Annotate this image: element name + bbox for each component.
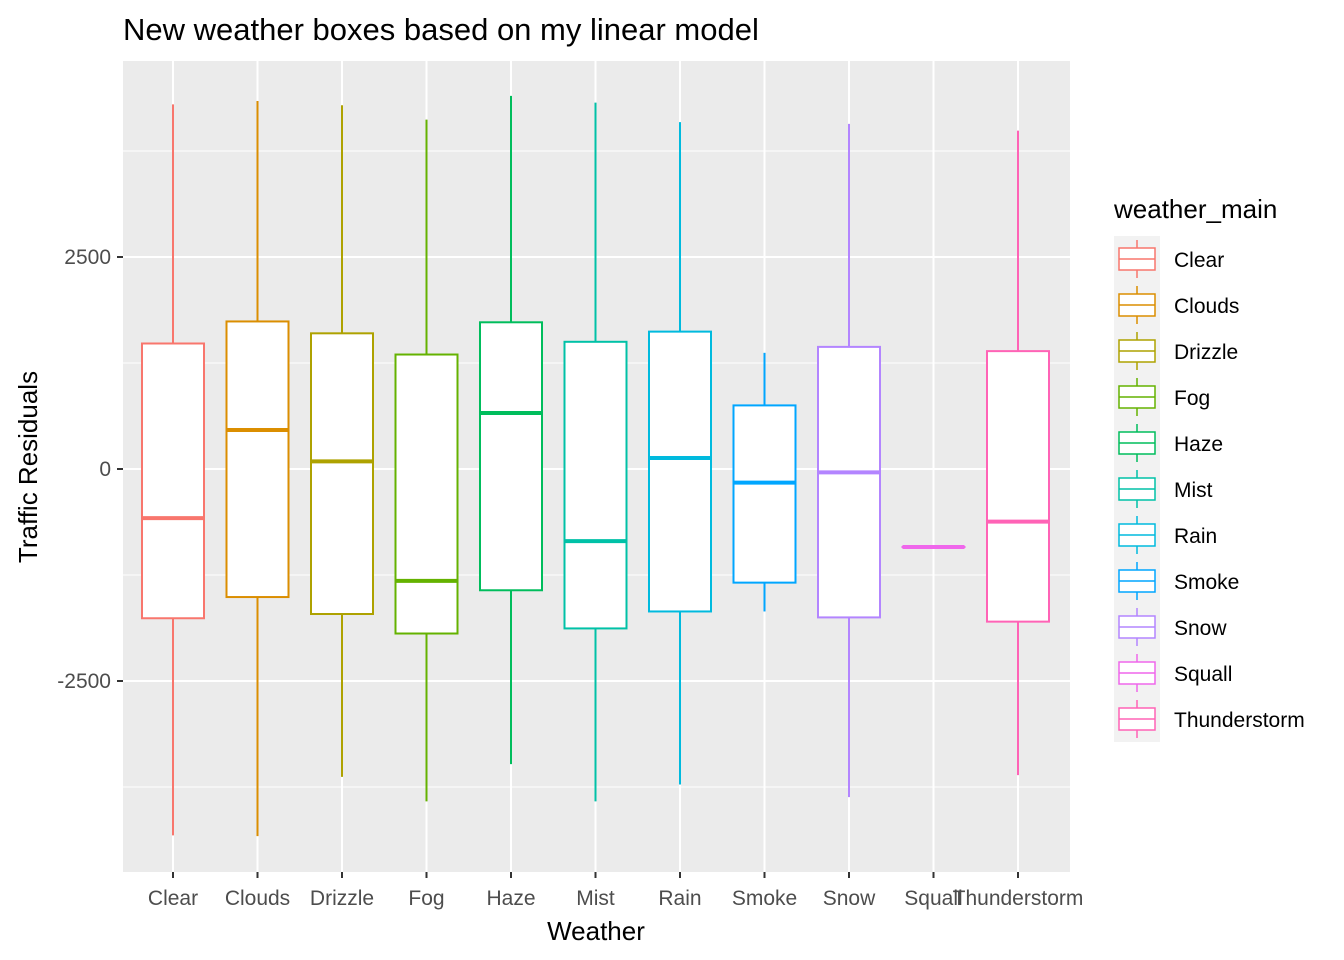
legend-label: Fog: [1174, 387, 1210, 410]
x-tick-label: Squall: [904, 887, 962, 910]
legend-label: Clouds: [1174, 295, 1239, 318]
legend-item-clear: Clear: [1118, 240, 1224, 278]
y-axis: -2500 0 2500: [57, 246, 123, 693]
box-thunderstorm: [986, 130, 1050, 776]
legend: weather_main Clear Clouds Drizzle Fog Haze Mi…: [1113, 194, 1305, 742]
legend-item-thunderstorm: Thunderstorm: [1118, 700, 1305, 738]
legend-label: Thunderstorm: [1174, 709, 1305, 732]
legend-item-rain: Rain: [1118, 516, 1217, 554]
x-axis: Clear Clouds Drizzle Fog Haze Mist Rain Smoke Sn…: [148, 872, 1083, 910]
x-tick-label: Clouds: [225, 887, 290, 910]
box-clouds: [225, 100, 290, 837]
x-tick-label: Drizzle: [310, 887, 374, 910]
x-axis-title: Weather: [547, 916, 645, 946]
legend-item-clouds: Clouds: [1118, 286, 1239, 324]
legend-keys: Clear Clouds Drizzle Fog Haze Mist Rain Smoke Sn…: [1114, 236, 1305, 742]
legend-label: Drizzle: [1174, 341, 1238, 364]
legend-label: Snow: [1174, 617, 1227, 640]
box-iqr: [563, 340, 628, 630]
x-tick-label: Clear: [148, 887, 198, 910]
x-tick-label: Haze: [486, 887, 535, 910]
box-fog: [394, 119, 459, 802]
legend-item-smoke: Smoke: [1118, 562, 1239, 600]
legend-item-mist: Mist: [1118, 470, 1213, 508]
box-iqr: [986, 350, 1050, 623]
legend-title: weather_main: [1113, 194, 1277, 224]
x-tick-label: Fog: [408, 887, 444, 910]
box-drizzle: [310, 105, 374, 777]
box-iqr: [394, 353, 459, 635]
box-iqr: [732, 404, 797, 584]
box-haze: [479, 95, 543, 765]
box-snow: [817, 123, 881, 798]
box-iqr: [225, 320, 290, 599]
y-tick-label: -2500: [57, 670, 111, 693]
legend-label: Haze: [1174, 433, 1223, 456]
box-iqr: [141, 342, 205, 620]
box-clear: [141, 104, 205, 836]
legend-label: Squall: [1174, 663, 1232, 686]
x-tick-label: Rain: [658, 887, 701, 910]
legend-label: Clear: [1174, 249, 1224, 272]
legend-item-squall: Squall: [1118, 654, 1232, 692]
box-iqr: [479, 321, 543, 592]
x-tick-label: Snow: [823, 887, 876, 910]
box-iqr: [817, 345, 881, 619]
legend-item-drizzle: Drizzle: [1118, 332, 1238, 370]
y-tick-label: 2500: [64, 246, 111, 269]
legend-label: Mist: [1174, 479, 1213, 502]
legend-label: Smoke: [1174, 571, 1239, 594]
legend-item-fog: Fog: [1118, 378, 1210, 416]
box-mist: [563, 102, 628, 802]
boxes: [141, 95, 1050, 837]
box-iqr: [310, 332, 374, 616]
box-smoke: [732, 352, 797, 612]
x-tick-label: Thunderstorm: [953, 887, 1084, 910]
legend-item-haze: Haze: [1118, 424, 1223, 462]
legend-item-snow: Snow: [1118, 608, 1227, 646]
box-iqr: [648, 330, 712, 613]
legend-label: Rain: [1174, 525, 1217, 548]
chart-title: New weather boxes based on my linear mod…: [123, 12, 759, 47]
y-axis-title: Traffic Residuals: [13, 371, 43, 563]
x-tick-label: Smoke: [732, 887, 797, 910]
box-rain: [648, 122, 712, 785]
x-tick-label: Mist: [576, 887, 615, 910]
y-tick-label: 0: [99, 458, 111, 481]
